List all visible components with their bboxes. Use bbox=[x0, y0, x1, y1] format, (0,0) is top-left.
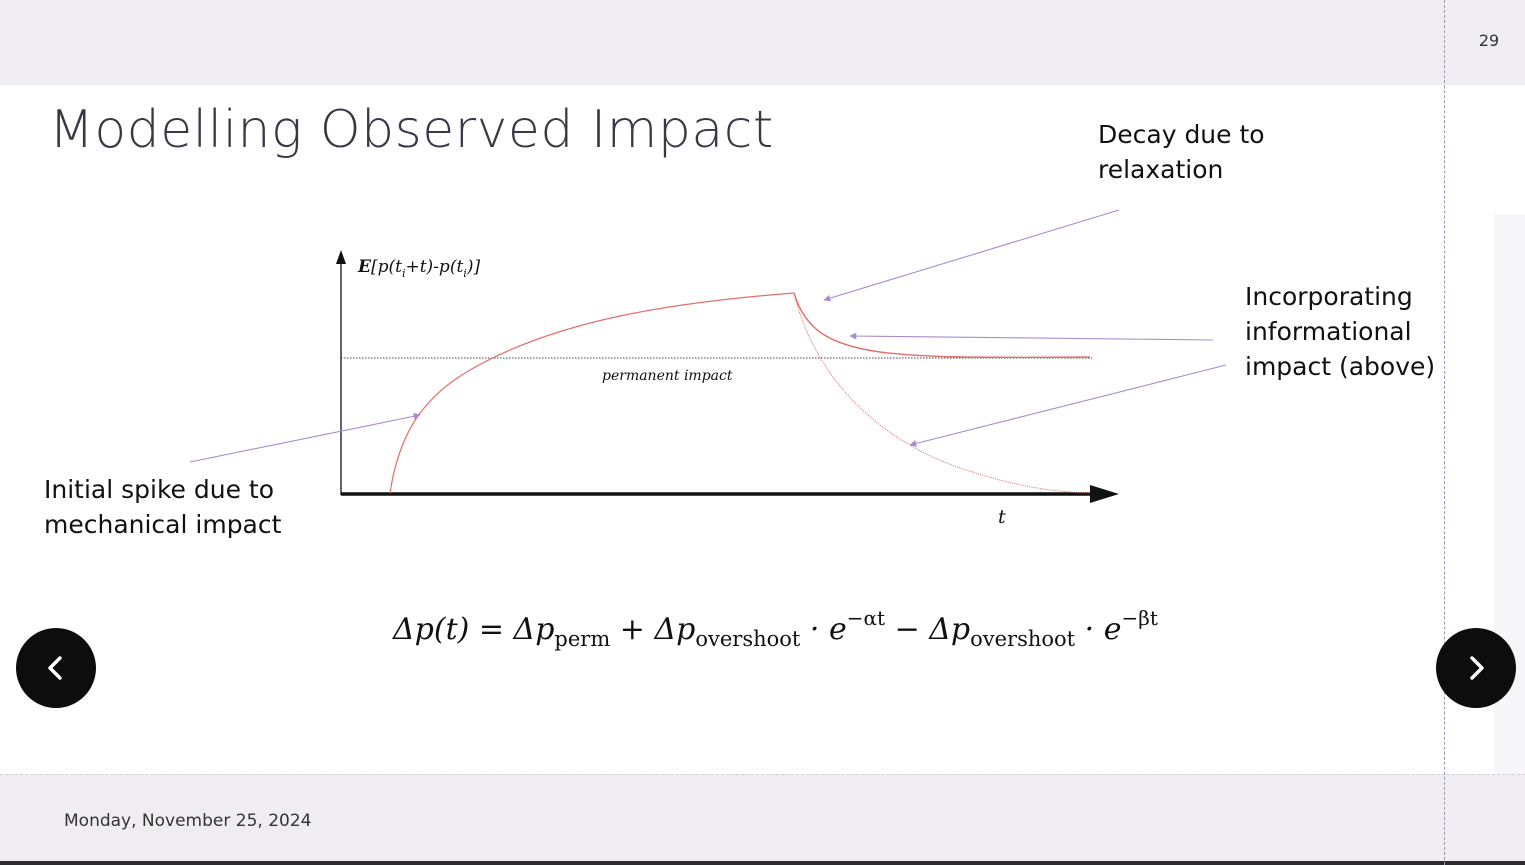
informational-arrow bbox=[849, 332, 1214, 341]
formula-sub-overshoot: overshoot bbox=[970, 627, 1076, 651]
decay-arrow bbox=[823, 209, 1120, 302]
formula-term-perm: Δp bbox=[513, 612, 555, 647]
chevron-right-icon bbox=[1470, 656, 1484, 680]
formula-sub-overshoot: overshoot bbox=[695, 627, 801, 651]
rising-impact-curve bbox=[389, 292, 795, 494]
annotation-decay: Decay due to relaxation bbox=[1098, 117, 1265, 187]
annotation-spike-line: mechanical impact bbox=[44, 510, 282, 539]
permanent-impact-label: permanent impact bbox=[602, 368, 733, 384]
full-decay-curve bbox=[793, 292, 1091, 494]
bottom-edge bbox=[0, 861, 1525, 865]
formula-exp-alpha: −αt bbox=[846, 606, 886, 630]
annotation-spike-line: Initial spike due to bbox=[44, 475, 275, 504]
x-axis-label: t bbox=[998, 506, 1006, 528]
formula-sub-perm: perm bbox=[554, 627, 611, 651]
next-slide-button[interactable] bbox=[1436, 628, 1516, 708]
footer-date: Monday, November 25, 2024 bbox=[64, 811, 312, 831]
y-axis-arrowhead bbox=[336, 250, 346, 264]
formula-exp-base: · e bbox=[800, 612, 847, 647]
impact-formula: Δp(t) = Δpperm + Δpovershoot · e−αt − Δp… bbox=[393, 606, 1158, 651]
formula-term-overshoot: Δp bbox=[929, 612, 971, 647]
formula-term-overshoot: Δp bbox=[654, 612, 696, 647]
top-band bbox=[0, 0, 1525, 85]
spike-arrow bbox=[189, 412, 421, 463]
annotation-decay-line: relaxation bbox=[1098, 155, 1224, 184]
formula-minus: − bbox=[885, 612, 930, 647]
y-axis-label: E[p(ti+t)-p(ti)] bbox=[357, 257, 480, 280]
annotation-informational: Incorporating informational impact (abov… bbox=[1245, 279, 1435, 384]
slide-canvas bbox=[0, 85, 1525, 774]
x-axis-arrowhead bbox=[1090, 485, 1119, 503]
annotation-decay-line: Decay due to bbox=[1098, 120, 1265, 149]
guide-line bbox=[1444, 0, 1445, 865]
chevron-left-icon bbox=[48, 656, 62, 680]
annotation-informational-line: informational bbox=[1245, 317, 1412, 346]
slide-title: Modelling Observed Impact bbox=[49, 100, 774, 160]
annotation-informational-line: Incorporating bbox=[1245, 282, 1413, 311]
annotation-informational-line: impact (above) bbox=[1245, 352, 1436, 381]
formula-exp-beta: −βt bbox=[1121, 606, 1158, 630]
bottom-band bbox=[0, 774, 1525, 862]
formula-exp-base: · e bbox=[1075, 612, 1122, 647]
formula-lhs: Δp(t) = bbox=[393, 612, 514, 647]
informational-decay-arrow bbox=[909, 364, 1227, 447]
previous-slide-button[interactable] bbox=[16, 628, 96, 708]
formula-plus: + bbox=[610, 612, 655, 647]
relaxation-curve bbox=[793, 292, 1091, 359]
annotation-spike: Initial spike due to mechanical impact bbox=[44, 472, 281, 542]
page-number: 29 bbox=[1478, 31, 1500, 50]
